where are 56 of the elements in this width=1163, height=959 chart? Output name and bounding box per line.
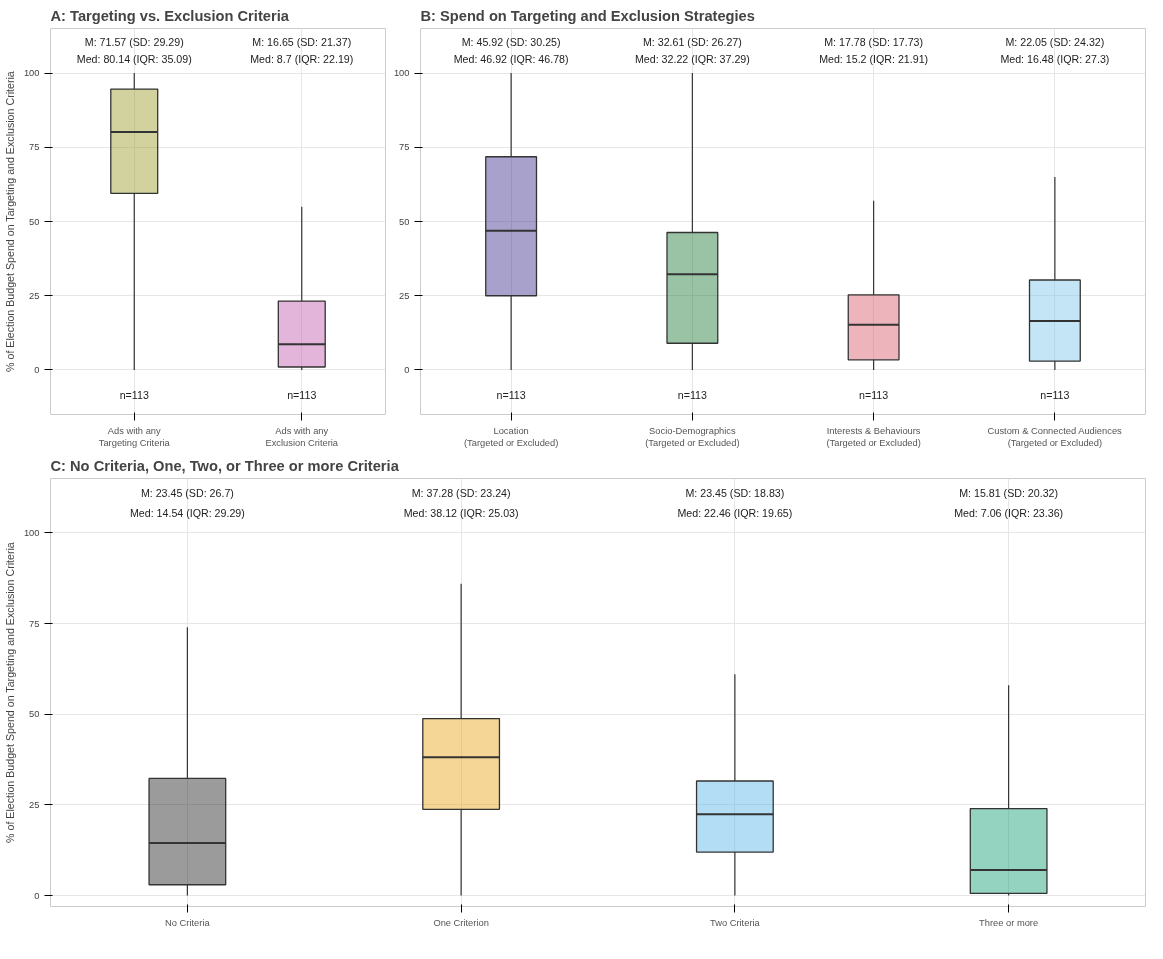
chart-title: C: No Criteria, One, Two, or Three or more Criteria	[50, 457, 400, 474]
y-tick-label: 100	[23, 68, 40, 79]
annotation: Med: 80.14 (IQR: 35.09)	[76, 53, 192, 66]
y-tick-label: 25	[399, 290, 410, 301]
annotation: Med: 8.7 (IQR: 22.19)	[250, 53, 354, 66]
annotation: M: 15.81 (SD: 20.32)	[959, 487, 1059, 500]
y-tick-label: 25	[29, 799, 40, 810]
annotation: Med: 14.54 (IQR: 29.29)	[129, 506, 245, 519]
annotation: M: 71.57 (SD: 29.29)	[84, 36, 184, 49]
y-tick-label: 100	[393, 68, 410, 79]
x-tick-label: Ads with any Targeting Criteria	[98, 425, 171, 448]
annotation: n=113	[677, 389, 708, 402]
annotation: Med: 22.46 (IQR: 19.65)	[677, 506, 793, 519]
annotation: M: 45.92 (SD: 30.25)	[461, 36, 561, 49]
x-tick-label: Three or more	[979, 917, 1039, 928]
y-tick-label: 50	[399, 216, 410, 227]
x-tick-label: Ads with any Exclusion Criteria	[265, 425, 339, 448]
chart-title: A: Targeting vs. Exclusion Criteria	[50, 7, 290, 24]
y-tick-label: 50	[29, 709, 40, 720]
y-tick-label: 75	[399, 142, 410, 153]
annotation: M: 37.28 (SD: 23.24)	[411, 487, 511, 500]
y-tick-label: 0	[34, 364, 40, 375]
annotation: n=113	[1040, 389, 1070, 402]
y-tick-label: 0	[34, 890, 40, 901]
x-tick-label: Socio-Demographics (Targeted or Excluded)	[645, 425, 740, 448]
annotation: M: 16.65 (SD: 21.37)	[252, 36, 352, 49]
annotation: M: 22.05 (SD: 24.32)	[1005, 36, 1105, 49]
annotation: Med: 7.06 (IQR: 23.36)	[954, 506, 1064, 519]
annotation: n=113	[496, 389, 526, 402]
y-tick-label: 0	[404, 364, 410, 375]
annotation: M: 23.45 (SD: 18.83)	[685, 487, 785, 500]
annotation: M: 32.61 (SD: 26.27)	[642, 36, 742, 49]
y-tick-label: 75	[29, 142, 40, 153]
x-tick-label: No Criteria	[165, 917, 211, 928]
annotation: Med: 16.48 (IQR: 27.3)	[1000, 53, 1110, 66]
y-tick-label: 50	[29, 216, 40, 227]
annotation: n=113	[859, 389, 889, 402]
y-axis-title: % of Election Budget Spend on Targeting and Exclusion Criteria	[3, 71, 16, 372]
x-tick-label: Location (Targeted or Excluded)	[463, 425, 559, 448]
annotation: M: 23.45 (SD: 26.7)	[140, 487, 234, 500]
y-axis-title: % of Election Budget Spend on Targeting and Exclusion Criteria	[3, 542, 16, 843]
annotation: n=113	[119, 389, 149, 402]
annotation: Med: 38.12 (IQR: 25.03)	[403, 506, 519, 519]
y-tick-label: 25	[29, 290, 40, 301]
x-tick-label: Custom & Connected Audiences (Targeted or Excluded)	[987, 425, 1123, 448]
x-tick-label: Two Criteria	[709, 917, 761, 928]
annotation: Med: 46.92 (IQR: 46.78)	[453, 53, 569, 66]
annotation: n=113	[287, 389, 317, 402]
annotation: Med: 15.2 (IQR: 21.91)	[819, 53, 929, 66]
chart-title: B: Spend on Targeting and Exclusion Strategies	[420, 7, 755, 24]
annotation: Med: 32.22 (IQR: 37.29)	[634, 53, 750, 66]
annotation: M: 17.78 (SD: 17.73)	[824, 36, 924, 49]
x-tick-label: Interests & Behaviours (Targeted or Excluded)	[826, 425, 921, 448]
x-tick-label: One Criterion	[433, 917, 489, 928]
y-tick-label: 100	[23, 527, 40, 538]
y-tick-label: 75	[29, 618, 40, 629]
